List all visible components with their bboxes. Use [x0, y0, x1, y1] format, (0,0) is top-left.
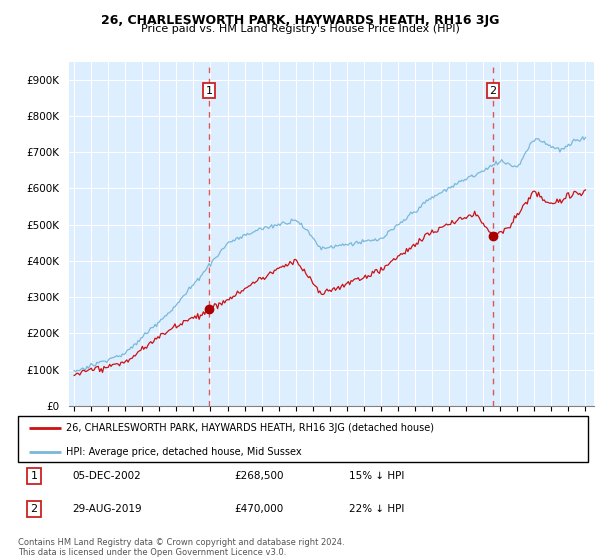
Text: 26, CHARLESWORTH PARK, HAYWARDS HEATH, RH16 3JG (detached house): 26, CHARLESWORTH PARK, HAYWARDS HEATH, R…: [67, 423, 434, 433]
Text: 15% ↓ HPI: 15% ↓ HPI: [349, 471, 404, 481]
Text: 2: 2: [31, 504, 38, 514]
FancyBboxPatch shape: [18, 416, 588, 462]
Text: 2: 2: [490, 86, 497, 96]
Text: HPI: Average price, detached house, Mid Sussex: HPI: Average price, detached house, Mid …: [67, 447, 302, 457]
Text: 1: 1: [206, 86, 212, 96]
Text: 29-AUG-2019: 29-AUG-2019: [72, 504, 142, 514]
Text: Contains HM Land Registry data © Crown copyright and database right 2024.
This d: Contains HM Land Registry data © Crown c…: [18, 538, 344, 557]
Text: 26, CHARLESWORTH PARK, HAYWARDS HEATH, RH16 3JG: 26, CHARLESWORTH PARK, HAYWARDS HEATH, R…: [101, 14, 499, 27]
Text: £268,500: £268,500: [235, 471, 284, 481]
Text: Price paid vs. HM Land Registry's House Price Index (HPI): Price paid vs. HM Land Registry's House …: [140, 24, 460, 34]
Text: 05-DEC-2002: 05-DEC-2002: [72, 471, 141, 481]
Text: 22% ↓ HPI: 22% ↓ HPI: [349, 504, 404, 514]
Text: 1: 1: [31, 471, 37, 481]
Text: £470,000: £470,000: [235, 504, 284, 514]
